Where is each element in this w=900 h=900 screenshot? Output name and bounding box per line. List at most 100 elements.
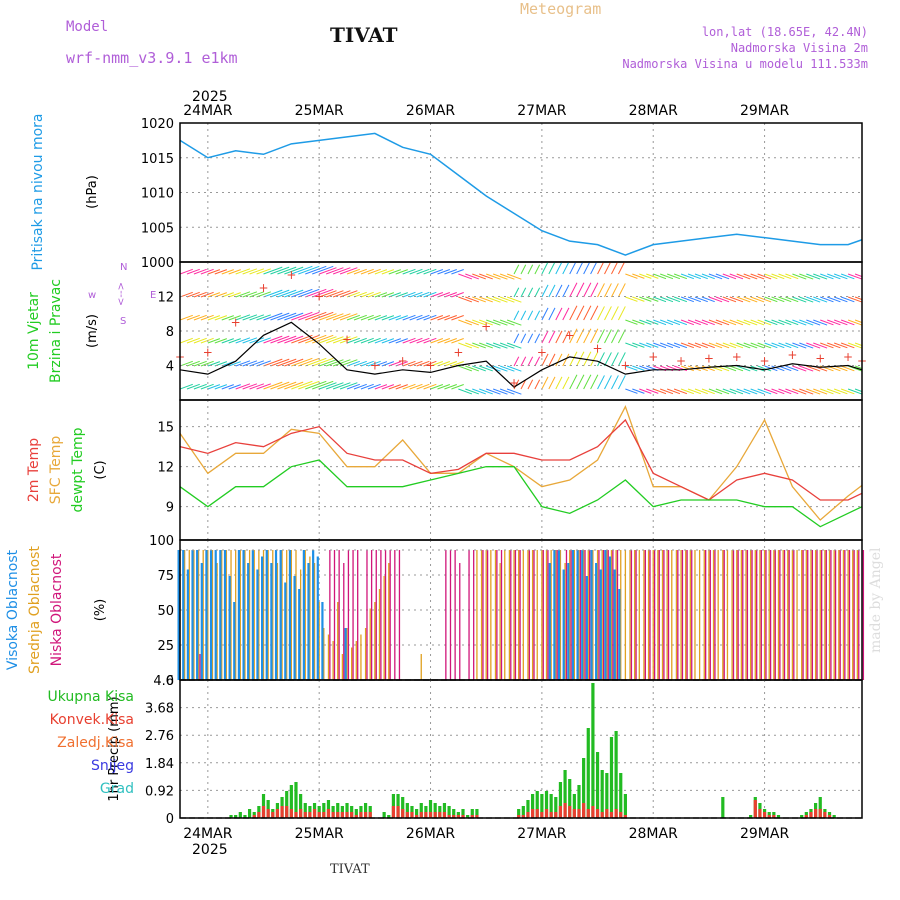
wind-barb-193	[402, 291, 416, 298]
precip-bar-1-58	[447, 815, 451, 818]
wind-barb-71	[256, 383, 272, 390]
wind-barb-146	[346, 314, 360, 321]
wind-barb-245	[458, 388, 473, 395]
wind-barb-110	[305, 311, 327, 321]
wind-barb-444	[694, 273, 708, 280]
wind-barb-21	[200, 337, 214, 344]
gust-marker-8: +	[398, 354, 408, 368]
wind-barb-290	[513, 310, 520, 321]
wind-barb-329	[555, 376, 563, 390]
wind-barb-449	[694, 388, 708, 395]
wind-barb-317	[541, 376, 549, 390]
wind-barb-356	[590, 305, 599, 321]
wind-barb-397	[639, 296, 652, 302]
precip-bar-0-34	[336, 803, 340, 818]
wind-barb-480	[736, 273, 751, 280]
gust-marker-24: +	[843, 350, 853, 364]
wind-barb-363	[597, 329, 605, 344]
wind-barb-530	[792, 319, 807, 326]
wind-barb-493	[750, 296, 765, 303]
wind-barb-408	[653, 273, 667, 280]
wind-barb-578	[847, 319, 862, 326]
wind-barb-365	[597, 375, 605, 390]
precip-bar-0-92	[605, 773, 609, 818]
wind-barb-461	[708, 388, 723, 395]
wind-barb-540	[806, 273, 821, 280]
wind-ytick-1: 8	[166, 325, 174, 340]
wind-barb-1	[180, 291, 193, 298]
wind-barb-427	[673, 296, 688, 303]
wind-barb-90	[284, 266, 304, 275]
wind-barb-503	[757, 388, 772, 395]
wind-barb-185	[388, 384, 401, 390]
wind-barb-100	[291, 357, 313, 367]
gust-marker-9: +	[425, 359, 435, 373]
wind-barb-237	[451, 338, 464, 344]
wind-barb-142	[339, 359, 358, 367]
wind-barb-264	[486, 273, 501, 280]
wind-barbs-group	[180, 262, 862, 395]
top-day-label-2: 26MAR	[406, 103, 455, 119]
wind-barb-479	[729, 388, 744, 395]
wind-barb-131	[325, 382, 344, 390]
wind-barb-41	[221, 384, 234, 390]
wind-barb-242	[458, 319, 473, 326]
wind-barb-202	[409, 360, 423, 367]
wind-barb-285	[506, 342, 522, 349]
wind-barb-576	[847, 273, 862, 280]
precip-bar-1-26	[299, 809, 303, 818]
precip-bar-0-59	[452, 809, 456, 818]
wind-barb-315	[541, 330, 549, 344]
precip-legend-2: Zaledj.Kisa	[57, 735, 134, 751]
gust-marker-7: +	[370, 359, 380, 373]
top-year-label: 2025	[192, 89, 228, 105]
wind-barb-396	[639, 273, 652, 279]
wind-barb-205	[416, 291, 430, 298]
wind-barb-383	[617, 375, 626, 390]
wind-barb-552	[820, 273, 834, 280]
precip-bar-1-29	[312, 809, 317, 818]
wind-barb-224	[437, 315, 450, 321]
wind-barb-3	[180, 337, 193, 344]
precip-bar-1-17	[257, 812, 261, 818]
wind-barb-513	[771, 342, 785, 349]
wind-barb-30	[214, 269, 227, 275]
precip-bar-0-129	[776, 815, 781, 818]
precip-bar-0-52	[419, 803, 423, 818]
precip-bar-1-47	[396, 806, 400, 818]
wind-barb-140	[339, 313, 358, 321]
wind-barb-494	[750, 319, 765, 326]
wind-barb-355	[590, 282, 599, 298]
wind-barb-52	[235, 360, 251, 367]
precip-bar-1-55	[433, 812, 437, 818]
wind-barb-239	[451, 384, 464, 390]
wind-barb-318	[548, 262, 556, 275]
precip-bar-1-75	[526, 812, 530, 818]
wind-barb-65	[249, 383, 265, 390]
precip-bar-1-77	[535, 809, 539, 818]
wind-barb-20	[200, 314, 214, 321]
wind-barb-128	[325, 313, 344, 321]
wind-compass-w: w	[88, 290, 96, 301]
wind-barb-447	[694, 342, 708, 349]
precip-bar-1-125	[758, 809, 762, 818]
precip-bar-1-127	[767, 815, 771, 818]
temp-ylabel-dewpt: dewpt Temp	[70, 427, 86, 512]
precip-legend-1: Konvek.Kisa	[50, 712, 134, 728]
wind-barb-103	[298, 288, 320, 298]
wind-barb-519	[778, 342, 792, 349]
wind-barb-154	[353, 360, 367, 367]
gust-marker-4: +	[286, 268, 296, 282]
wind-barb-86	[277, 312, 297, 321]
precip-bar-1-135	[804, 815, 808, 818]
wind-barb-132	[332, 267, 351, 275]
wind-barb-258	[479, 273, 493, 280]
wind-barb-192	[402, 268, 416, 275]
wind-barb-291	[513, 333, 520, 344]
wind-barb-526	[785, 365, 799, 372]
cloud-panel: 100 75 50 25 0 Visoka Oblacnost Srednja Oblacn…	[5, 534, 865, 689]
temp-ytick-1: 12	[157, 461, 174, 476]
precip-bar-0-12	[234, 815, 238, 818]
wind-barb-73	[263, 289, 283, 298]
wind-barb-182	[388, 315, 401, 321]
